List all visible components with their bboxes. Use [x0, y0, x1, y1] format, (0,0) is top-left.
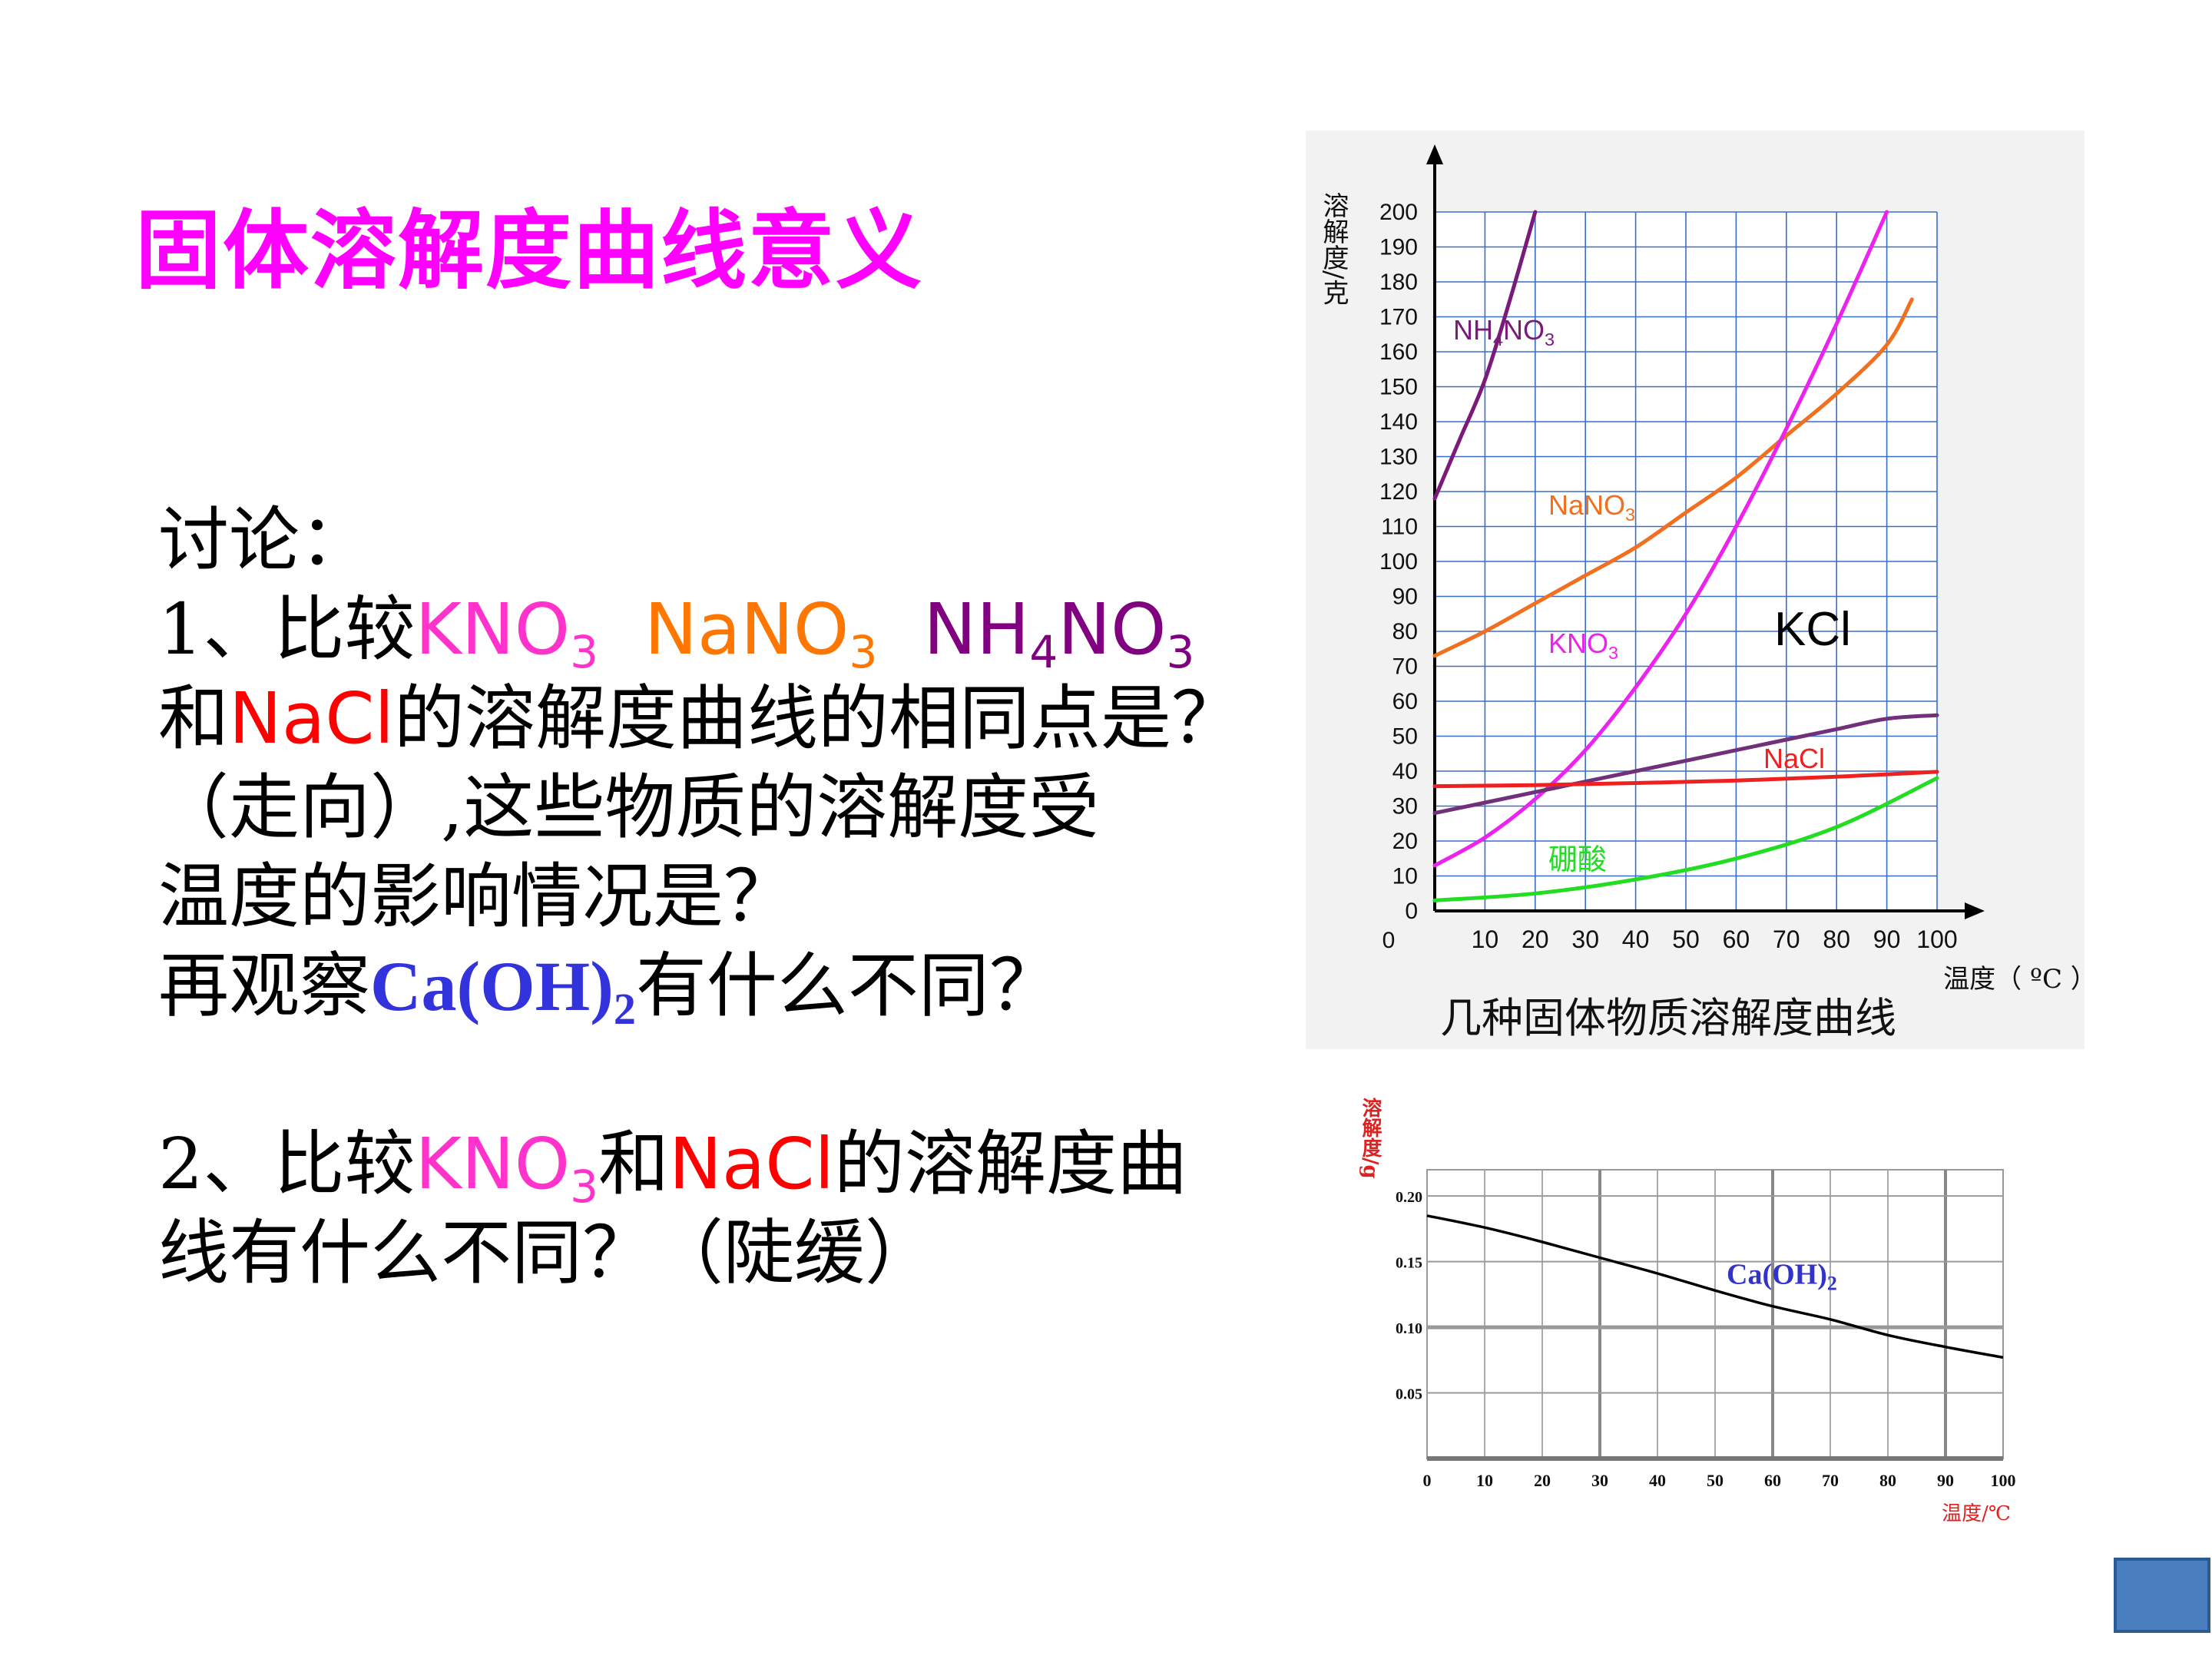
series-label-caoh2: Ca(OH)2 — [1727, 1259, 1837, 1295]
series-line-KNO3 — [1432, 210, 1889, 868]
y-axis-label: 溶解度/克 — [1318, 192, 1349, 306]
x-tick-label: 100 — [1916, 926, 1957, 953]
chart-title: 几种固体物质溶解度曲线 — [1440, 994, 1896, 1042]
x-tick-label: 70 — [1822, 1471, 1839, 1490]
y-axis-arrow — [1426, 144, 1443, 164]
series-line-caoh2 — [1426, 1214, 2004, 1359]
x-tick-label: 90 — [1937, 1471, 1954, 1490]
y-tick-label: 140 — [1379, 409, 1418, 435]
y-tick-label: 0.15 — [1396, 1255, 1422, 1272]
q2-nacl: NaCl — [669, 1123, 835, 1205]
x-tick-label: 20 — [1522, 926, 1549, 953]
x-tick-label: 90 — [1873, 926, 1901, 953]
y-tick-label: 200 — [1379, 200, 1418, 225]
x-tick-label: 20 — [1534, 1471, 1551, 1490]
q1-line5: 再观察Ca(OH)2有什么不同？ — [158, 945, 1060, 1034]
q1-line4: 温度的影响情况是？ — [158, 856, 795, 938]
x-tick-label: 40 — [1622, 926, 1650, 953]
series-label-KCl: KCl — [1774, 603, 1851, 656]
y-tick-label: 160 — [1379, 339, 1418, 365]
y-tick-label: 120 — [1379, 479, 1418, 505]
x-tick-label: 10 — [1472, 926, 1499, 953]
y-axis-label: 溶解度/g — [1359, 1097, 1382, 1179]
series-label-KNO3: KNO3 — [1548, 628, 1618, 663]
series-line-NaCl — [1432, 770, 1939, 789]
y-tick-label: 70 — [1392, 654, 1418, 680]
y-tick-label: 50 — [1392, 724, 1418, 750]
y-tick-label: 150 — [1379, 375, 1418, 400]
y-tick-label: 110 — [1381, 515, 1418, 540]
series-label-NaCl: NaCl — [1763, 743, 1825, 774]
x-tick-label: 10 — [1476, 1471, 1493, 1490]
y-tick-label: 0.10 — [1396, 1320, 1422, 1337]
x-axis-label: 温度/℃ — [1942, 1502, 2011, 1525]
series-line-硼酸 — [1432, 776, 1939, 902]
series-label-NH4NO3: NH4NO3 — [1453, 314, 1555, 349]
y-tick-label: 90 — [1392, 584, 1418, 610]
corner-decoration — [2114, 1558, 2210, 1633]
series-line-NH4NO3 — [1432, 210, 1538, 501]
y-tick-label: 30 — [1392, 794, 1418, 820]
solubility-chart: 0102030405060708090100110120130140150160… — [1306, 131, 2085, 1049]
y-tick-label: 40 — [1392, 759, 1418, 784]
y-tick-label: 20 — [1392, 829, 1418, 854]
q2-line2: 线有什么不同？（陡缓） — [158, 1212, 936, 1294]
y-tick-label: 0.05 — [1396, 1386, 1422, 1403]
q1-kno3: KNO3 — [415, 588, 599, 678]
x-tick-label: 60 — [1764, 1471, 1781, 1490]
y-tick-label: 180 — [1379, 270, 1418, 295]
x-tick-label: 40 — [1649, 1471, 1666, 1490]
series-label-硼酸: 硼酸 — [1548, 843, 1607, 876]
x-tick-label: 50 — [1672, 926, 1700, 953]
x-axis-arrow — [1965, 902, 1985, 919]
series-label-NaNO3: NaNO3 — [1548, 489, 1635, 525]
q1-nacl: NaCl — [229, 677, 395, 760]
y-tick-label: 80 — [1392, 619, 1418, 644]
x-tick-label: 80 — [1823, 926, 1850, 953]
y-tick-label: 130 — [1379, 445, 1418, 470]
origin-label: 0 — [1382, 928, 1396, 953]
discussion-heading: 讨论： — [158, 499, 371, 581]
y-tick-label: 0.20 — [1396, 1189, 1422, 1206]
q1-nano3: NaNO3 — [644, 588, 878, 678]
x-tick-label: 80 — [1879, 1471, 1896, 1490]
y-tick-label: 100 — [1379, 549, 1418, 575]
series-line-KCl — [1432, 713, 1939, 816]
q1-prefix: 1、比较 — [158, 588, 416, 671]
x-tick-label: 30 — [1591, 1471, 1608, 1490]
q1-line1: 1、比较KNO3 NaNO3 NH4NO3 — [158, 585, 1295, 674]
q2-kno3: KNO3 — [415, 1123, 599, 1213]
y-tick-label: 190 — [1379, 235, 1418, 260]
q2-line1: 2、比较KNO3和NaCl的溶解度曲 — [158, 1123, 1188, 1213]
x-tick-label: 100 — [1991, 1471, 2016, 1490]
slide-title: 固体溶解度曲线意义 — [135, 201, 923, 301]
x-tick-label: 0 — [1423, 1471, 1432, 1490]
y-tick-label: 10 — [1392, 864, 1418, 889]
y-tick-label: 60 — [1392, 689, 1418, 714]
x-tick-label: 60 — [1723, 926, 1750, 953]
discussion-text: 讨论： 1、比较KNO3 NaNO3 NH4NO3 和NaCl的溶解度曲线的相同点是… — [158, 496, 1295, 1298]
x-tick-label: 30 — [1571, 926, 1599, 953]
series-line-NaNO3 — [1432, 297, 1914, 658]
x-tick-label: 50 — [1707, 1471, 1724, 1490]
y-tick-label: 0 — [1405, 899, 1418, 924]
q1-caoh2: Ca(OH)2 — [370, 947, 636, 1034]
x-tick-label: 70 — [1773, 926, 1800, 953]
x-axis-label: 温度（ ºC ） — [1943, 964, 2085, 995]
q1-line2: 和NaCl的溶解度曲线的相同点是？ — [158, 677, 1243, 760]
q1-nh4no3: NH4NO3 — [923, 588, 1195, 678]
caoh2-solubility-chart: 0 10 20 30 40 50 60 70 80 90 100 0.05 0.10 0.15 0.20 溶解… — [1359, 1097, 2016, 1525]
q1-line3: （走向）,这些物质的溶解度受 — [158, 767, 1100, 849]
y-tick-label: 170 — [1379, 305, 1418, 330]
